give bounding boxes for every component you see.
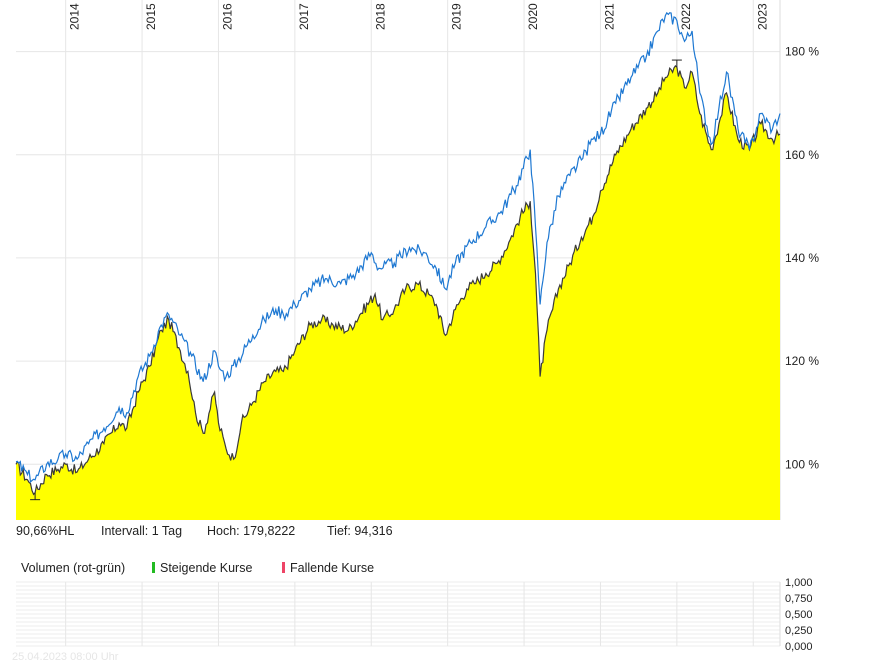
y-tick-label: 100 % — [785, 457, 819, 471]
x-tick-label: 2021 — [602, 3, 616, 30]
rising-label: Steigende Kurse — [160, 561, 253, 575]
area-series-line — [15, 65, 781, 496]
volume-tick-label: 0,250 — [785, 625, 813, 637]
low-label: Tief: 94,316 — [327, 524, 393, 538]
rising-swatch — [152, 562, 155, 573]
x-tick-label: 2015 — [144, 3, 158, 30]
volume-tick-label: 0,000 — [785, 641, 813, 653]
x-tick-label: 2017 — [297, 3, 311, 30]
x-tick-label: 2014 — [68, 3, 82, 30]
y-tick-label: 120 % — [785, 354, 819, 368]
volume-legend-title: Volumen (rot-grün) — [21, 561, 126, 575]
x-tick-label: 2018 — [373, 3, 387, 30]
interval-label: Intervall: 1 Tag — [101, 524, 183, 538]
x-tick-label: 2020 — [526, 3, 540, 30]
x-tick-label: 2022 — [679, 3, 693, 30]
x-tick-label: 2019 — [450, 3, 464, 30]
volume-tick-label: 0,500 — [785, 609, 813, 621]
volume-tick-label: 0,750 — [785, 593, 813, 605]
falling-label: Fallende Kurse — [290, 561, 375, 575]
volume-axis-labels: 1,000 0,750 0,500 0,250 0,000 — [785, 577, 813, 653]
volume-grid — [16, 581, 781, 647]
volume-chart: 1,000 0,750 0,500 0,250 0,000 — [16, 577, 813, 653]
y-tick-label: 140 % — [785, 251, 819, 265]
area-series-fill — [16, 65, 780, 521]
falling-swatch — [282, 562, 285, 573]
y-tick-label: 160 % — [785, 148, 819, 162]
x-tick-label: 2016 — [220, 3, 234, 30]
price-chart: 2014 2015 2016 2017 2018 2019 2020 2021 2022 2023… — [15, 0, 819, 521]
volume-legend-rising: Steigende Kurse — [152, 561, 252, 575]
volume-legend-falling: Fallende Kurse — [282, 561, 374, 575]
volume-tick-label: 1,000 — [785, 577, 813, 589]
scale-label: 90,66%HL — [16, 524, 75, 538]
high-low-markers — [30, 59, 682, 501]
x-tick-label: 2023 — [755, 3, 769, 30]
comparison-series-line — [15, 11, 781, 484]
y-axis-labels: 100 % 120 % 140 % 160 % 180 % — [785, 45, 819, 472]
x-axis-labels: 2014 2015 2016 2017 2018 2019 2020 2021 2022 2023 — [68, 3, 770, 30]
high-label: Hoch: 179,8222 — [207, 524, 296, 538]
timestamp: 25.04.2023 08:00 Uhr — [12, 651, 119, 663]
y-tick-label: 180 % — [785, 45, 819, 59]
